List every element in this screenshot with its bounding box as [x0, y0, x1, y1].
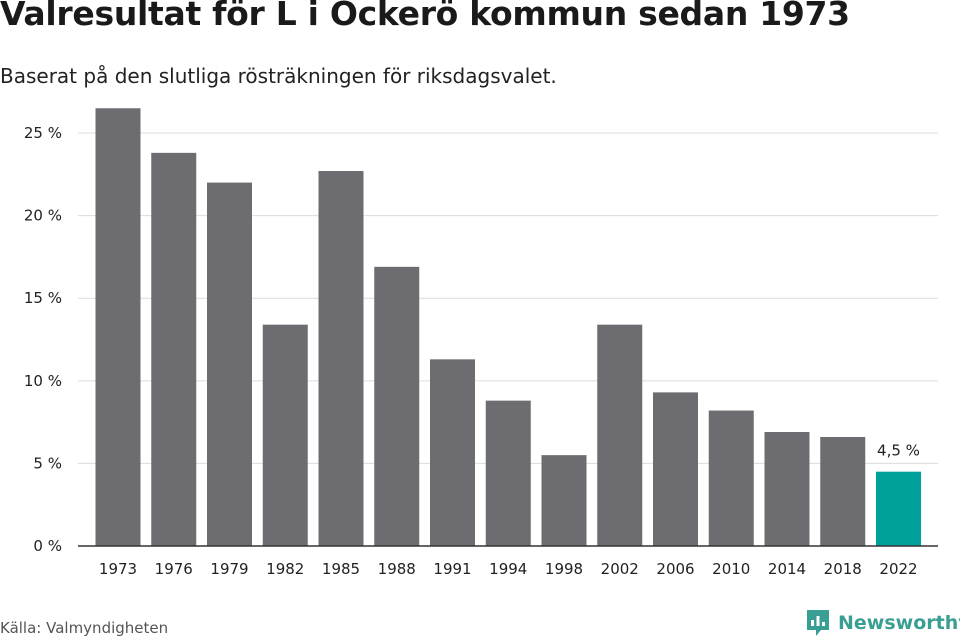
- bar: [820, 436, 866, 546]
- x-tick-label: 1998: [545, 560, 583, 578]
- y-tick-label: 20 %: [24, 207, 62, 225]
- x-tick-label: 1994: [489, 560, 527, 578]
- brand-logo: Newsworthy: [805, 608, 960, 638]
- x-tick-label: 1985: [322, 560, 360, 578]
- y-tick-label: 5 %: [33, 454, 62, 472]
- bar: [151, 152, 197, 546]
- x-tick-label: 2018: [824, 560, 862, 578]
- bar: [485, 400, 531, 546]
- bar: [876, 471, 921, 546]
- bar: [708, 410, 754, 546]
- chart-title: Valresultat för L i Ockerö kommun sedan …: [0, 0, 850, 33]
- bar: [764, 432, 810, 546]
- x-tick-label: 1973: [99, 560, 137, 578]
- data-label: 4,5 %: [877, 442, 920, 460]
- x-tick-label: 1979: [210, 560, 248, 578]
- source-note: Källa: Valmyndigheten: [0, 619, 169, 637]
- x-tick-label: 2010: [712, 560, 750, 578]
- bar: [262, 324, 308, 546]
- bar: [318, 171, 364, 546]
- x-tick-label: 2006: [656, 560, 694, 578]
- x-tick-label: 1991: [433, 560, 471, 578]
- bar: [374, 266, 420, 546]
- brand-name: Newsworthy: [838, 612, 960, 634]
- bar: [207, 182, 252, 546]
- x-tick-label: 1982: [266, 560, 304, 578]
- bar: [653, 392, 698, 546]
- bar: [541, 455, 587, 546]
- x-tick-label: 2002: [601, 560, 639, 578]
- bar: [95, 108, 141, 546]
- bar: [597, 324, 643, 546]
- newsworthy-logo-icon: [807, 610, 829, 636]
- x-tick-label: 2022: [879, 560, 917, 578]
- y-tick-label: 25 %: [24, 124, 62, 142]
- x-tick-label: 2014: [768, 560, 806, 578]
- x-tick-label: 1988: [378, 560, 416, 578]
- y-tick-label: 10 %: [24, 372, 62, 390]
- chart-subtitle: Baserat på den slutliga rösträkningen fö…: [0, 64, 557, 88]
- bar: [430, 359, 475, 546]
- bar-chart: 0 % 5 % 10 % 15 % 20 % 25 % 1973 1976 1979 1982 19…: [24, 108, 938, 578]
- y-tick-label: 15 %: [24, 289, 62, 307]
- x-tick-label: 1976: [155, 560, 193, 578]
- y-tick-label: 0 %: [33, 537, 62, 555]
